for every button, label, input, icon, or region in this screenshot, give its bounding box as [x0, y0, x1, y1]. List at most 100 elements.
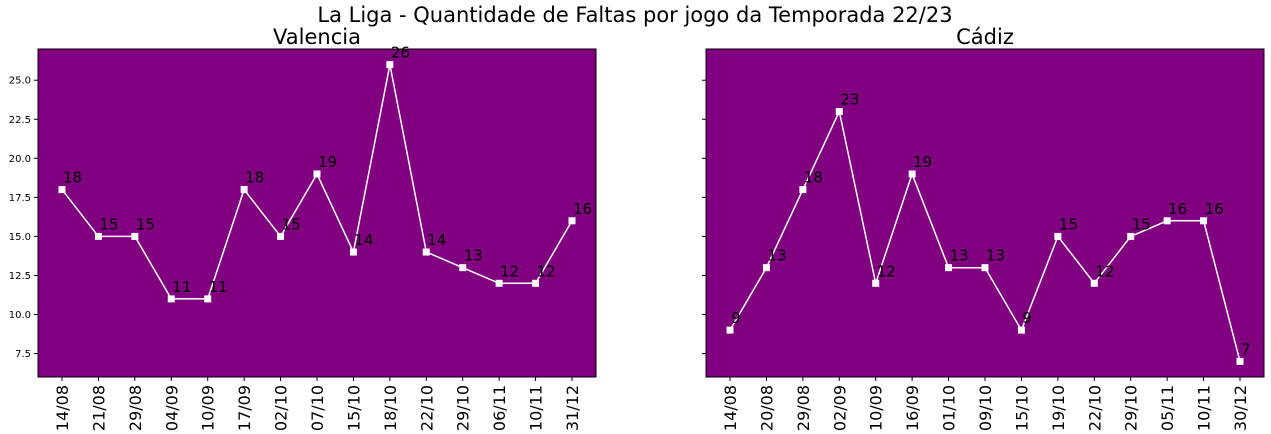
x-tick-label: 02/09	[830, 385, 849, 431]
data-point	[204, 295, 212, 303]
x-tick-label: 22/10	[417, 385, 436, 431]
data-label: 9	[731, 309, 741, 327]
data-label: 15	[1059, 215, 1078, 233]
data-label: 19	[318, 153, 337, 171]
data-point	[349, 248, 357, 256]
data-label: 18	[804, 169, 823, 187]
data-point	[386, 61, 394, 69]
x-tick-label: 31/12	[563, 385, 582, 431]
plot-area	[705, 48, 1265, 378]
plot-area	[37, 48, 597, 378]
x-tick-label: 19/10	[1049, 385, 1068, 431]
data-point	[908, 170, 916, 178]
data-label: 16	[573, 200, 592, 218]
data-label: 18	[245, 169, 264, 187]
data-point	[1200, 217, 1208, 225]
y-tick-label: 15.0	[9, 232, 31, 243]
data-point	[277, 232, 285, 240]
data-point	[1163, 217, 1171, 225]
data-label: 26	[391, 44, 410, 62]
data-label: 15	[282, 215, 301, 233]
y-tick-label: 25.0	[9, 76, 31, 87]
panel-title: Valencia	[273, 25, 361, 49]
x-tick-label: 14/08	[53, 385, 72, 431]
x-tick-label: 07/10	[308, 385, 327, 431]
data-label: 16	[1168, 200, 1187, 218]
chart-panel-1: Valencia 7.5 10.0 12.5 15.0 17.5 20.0 22.5 25.0 1…	[9, 25, 597, 431]
x-tick-label: 10/09	[199, 385, 218, 431]
data-label: 12	[1095, 262, 1114, 280]
data-point	[240, 186, 248, 194]
x-tick-label: 29/10	[1122, 385, 1141, 431]
x-tick-label: 15/10	[1012, 385, 1031, 431]
data-label: 7	[1241, 340, 1251, 358]
data-point	[726, 326, 734, 334]
data-point	[872, 279, 880, 287]
x-tick-label: 30/12	[1231, 385, 1250, 431]
x-tick-label: 18/10	[381, 385, 400, 431]
data-label: 9	[1022, 309, 1032, 327]
x-tick-label: 06/11	[490, 385, 509, 431]
data-label: 19	[913, 153, 932, 171]
data-label: 12	[500, 262, 519, 280]
data-label: 14	[354, 231, 373, 249]
data-point	[313, 170, 321, 178]
data-label: 13	[767, 247, 786, 265]
y-tick-label: 20.0	[9, 154, 31, 165]
data-point	[1090, 279, 1098, 287]
data-point	[568, 217, 576, 225]
data-label: 18	[63, 169, 82, 187]
y-tick-label: 7.5	[15, 349, 31, 360]
x-tick-label: 09/10	[976, 385, 995, 431]
data-label: 13	[950, 247, 969, 265]
data-label: 15	[136, 215, 155, 233]
y-tick-label: 17.5	[9, 193, 31, 204]
panel-title: Cádiz	[956, 25, 1014, 49]
data-point	[1054, 232, 1062, 240]
x-tick-label: 15/10	[344, 385, 363, 431]
data-label: 16	[1205, 200, 1224, 218]
data-point	[495, 279, 503, 287]
x-tick-label: 02/10	[272, 385, 291, 431]
data-label: 11	[172, 278, 191, 296]
data-point	[1236, 357, 1244, 365]
data-point	[58, 186, 66, 194]
data-point	[762, 264, 770, 272]
data-point	[799, 186, 807, 194]
x-tick-label: 01/10	[940, 385, 959, 431]
data-point	[459, 264, 467, 272]
data-point	[131, 232, 139, 240]
x-tick-label: 10/11	[1195, 385, 1214, 431]
data-point	[422, 248, 430, 256]
data-point	[835, 107, 843, 115]
data-point	[981, 264, 989, 272]
data-label: 23	[840, 90, 859, 108]
x-tick-label: 22/10	[1085, 385, 1104, 431]
data-point	[1017, 326, 1025, 334]
data-label: 13	[464, 247, 483, 265]
y-tick-label: 10.0	[9, 310, 31, 321]
x-tick-label: 10/09	[867, 385, 886, 431]
data-point	[945, 264, 953, 272]
x-tick-label: 05/11	[1158, 385, 1177, 431]
x-tick-label: 17/09	[235, 385, 254, 431]
x-tick-label: 29/10	[454, 385, 473, 431]
data-label: 15	[99, 215, 118, 233]
data-label: 15	[1132, 215, 1151, 233]
data-point	[94, 232, 102, 240]
data-point	[1127, 232, 1135, 240]
data-label: 13	[986, 247, 1005, 265]
data-label: 12	[537, 262, 556, 280]
data-point	[167, 295, 175, 303]
x-tick-label: 29/08	[126, 385, 145, 431]
x-tick-label: 10/11	[527, 385, 546, 431]
data-point	[532, 279, 540, 287]
x-tick-label: 16/09	[903, 385, 922, 431]
x-tick-label: 20/08	[757, 385, 776, 431]
data-label: 11	[209, 278, 228, 296]
data-label: 14	[427, 231, 446, 249]
data-label: 12	[877, 262, 896, 280]
y-tick-label: 12.5	[9, 271, 31, 282]
figure-suptitle: La Liga - Quantidade de Faltas por jogo …	[317, 3, 952, 27]
x-tick-label: 21/08	[89, 385, 108, 431]
